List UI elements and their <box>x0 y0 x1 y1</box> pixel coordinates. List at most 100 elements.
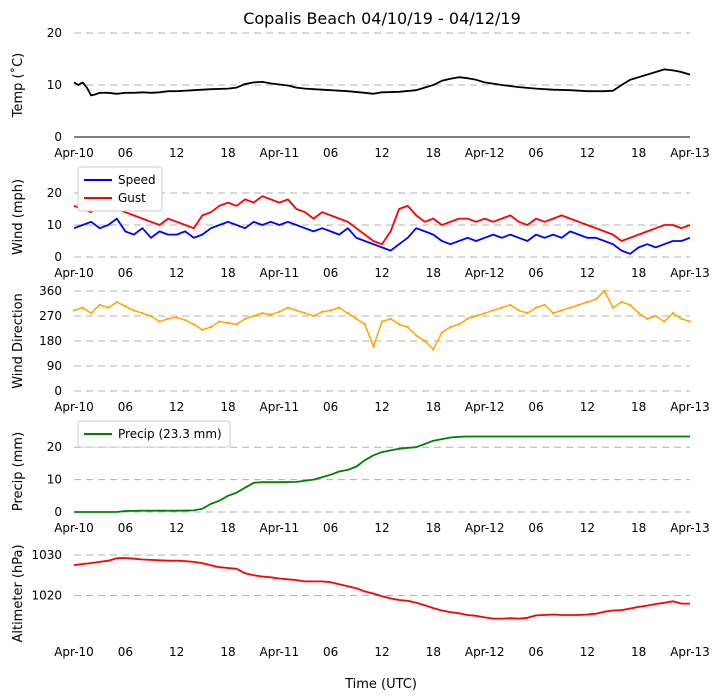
x-tick-label: Apr-11 <box>260 266 300 280</box>
x-tick-label: Apr-10 <box>54 521 94 535</box>
data-point <box>226 321 230 325</box>
y-tick-label: 20 <box>47 186 62 200</box>
x-tick-label: 12 <box>580 146 595 160</box>
y-tick-label: 0 <box>54 384 62 398</box>
data-point <box>286 306 290 309</box>
data-point <box>449 325 452 329</box>
data-point <box>603 289 606 293</box>
y-tick-label: 1020 <box>31 589 62 603</box>
x-tick-label: Apr-10 <box>54 400 94 414</box>
data-point <box>569 306 572 309</box>
x-tick-label: Apr-10 <box>54 146 94 160</box>
data-point <box>166 317 170 320</box>
x-tick-label: 12 <box>374 521 389 535</box>
y-tick-label: 0 <box>54 250 62 264</box>
x-tick-label: 06 <box>118 146 133 160</box>
data-point <box>560 309 563 312</box>
data-point <box>680 317 683 320</box>
data-point <box>654 314 657 318</box>
data-point <box>124 305 127 308</box>
data-point <box>423 339 426 343</box>
data-point <box>389 317 392 320</box>
y-axis-label: Precip (mm) <box>11 432 26 511</box>
x-tick-label: 18 <box>426 400 441 414</box>
data-point <box>175 316 178 319</box>
series-line-precip-23-3-mm- <box>74 435 690 513</box>
data-point <box>98 303 101 307</box>
data-point <box>594 298 598 301</box>
data-point <box>355 317 358 320</box>
y-tick-label: 90 <box>47 359 62 373</box>
x-tick-label: 12 <box>580 266 595 280</box>
data-point <box>526 312 529 315</box>
y-tick-label: 270 <box>39 309 62 323</box>
data-point <box>218 320 221 323</box>
x-tick-label: 18 <box>220 146 235 160</box>
x-tick-label: 06 <box>118 266 133 280</box>
x-tick-label: Apr-11 <box>260 400 300 414</box>
data-point <box>346 312 349 315</box>
data-point <box>81 306 84 309</box>
x-tick-label: 06 <box>528 266 543 280</box>
data-point <box>500 306 503 309</box>
x-tick-label: Apr-10 <box>54 645 94 659</box>
x-tick-label: Apr-12 <box>465 400 505 414</box>
data-point <box>637 312 640 315</box>
data-point <box>363 323 367 326</box>
series-line-gust <box>73 195 691 246</box>
data-point <box>663 320 666 323</box>
x-tick-label: 06 <box>528 146 543 160</box>
data-point <box>380 320 384 323</box>
data-point <box>269 313 272 316</box>
x-tick-label: 18 <box>631 266 646 280</box>
y-tick-label: 10 <box>47 473 62 487</box>
data-point <box>586 300 589 304</box>
x-tick-label: 12 <box>374 400 389 414</box>
x-tick-label: 18 <box>220 521 235 535</box>
x-tick-label: 18 <box>426 146 441 160</box>
x-tick-label: Apr-10 <box>54 266 94 280</box>
x-tick-label: 12 <box>169 645 184 659</box>
data-point <box>415 334 418 337</box>
x-tick-label: 06 <box>323 521 338 535</box>
y-tick-label: 20 <box>47 26 62 40</box>
x-tick-label: 18 <box>631 645 646 659</box>
data-point <box>320 310 324 314</box>
x-tick-label: 06 <box>323 266 338 280</box>
x-axis-label: Time (UTC) <box>344 677 417 692</box>
chart-title: Copalis Beach 04/10/19 - 04/12/19 <box>243 9 521 28</box>
data-point <box>278 310 281 314</box>
data-point <box>620 300 623 304</box>
y-tick-label: 20 <box>47 440 62 454</box>
x-tick-label: Apr-11 <box>260 521 300 535</box>
x-tick-label: Apr-12 <box>465 521 505 535</box>
legend-label: Precip (23.3 mm) <box>118 427 222 441</box>
data-point <box>192 323 195 326</box>
x-tick-label: 06 <box>528 521 543 535</box>
data-point <box>252 314 255 318</box>
x-tick-label: 12 <box>374 266 389 280</box>
x-tick-label: Apr-13 <box>670 400 710 414</box>
data-point <box>158 320 161 323</box>
y-tick-label: 10 <box>47 218 62 232</box>
data-point <box>543 303 546 307</box>
x-tick-label: 06 <box>118 400 133 414</box>
data-point <box>243 317 247 320</box>
legend-label: Speed <box>118 173 156 187</box>
data-point <box>329 309 332 312</box>
data-point <box>551 312 555 315</box>
x-tick-label: 06 <box>323 400 338 414</box>
x-tick-label: Apr-11 <box>260 645 300 659</box>
x-tick-label: Apr-11 <box>260 146 300 160</box>
data-point <box>149 314 153 318</box>
data-point <box>406 325 409 329</box>
y-tick-label: 180 <box>39 334 62 348</box>
data-point <box>372 345 375 348</box>
data-point <box>483 312 486 315</box>
data-point <box>303 312 307 315</box>
x-tick-label: 18 <box>220 400 235 414</box>
series-line-speed <box>73 217 691 255</box>
x-tick-label: 12 <box>580 645 595 659</box>
data-point <box>89 312 93 315</box>
